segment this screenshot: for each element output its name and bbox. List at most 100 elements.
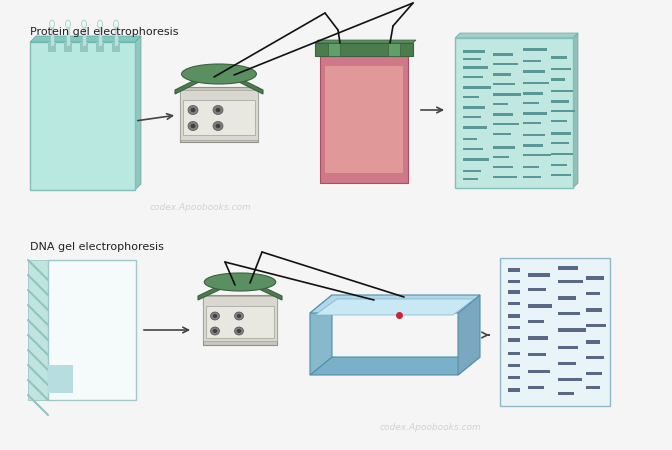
Bar (493, 53, 513, 56)
Polygon shape (455, 33, 578, 38)
Ellipse shape (213, 105, 223, 114)
Bar (523, 102, 539, 104)
Bar (551, 120, 567, 122)
Bar (325, 66, 403, 173)
Ellipse shape (188, 122, 198, 130)
Bar (508, 376, 520, 379)
Ellipse shape (235, 312, 243, 320)
Bar (528, 386, 544, 389)
Bar (551, 90, 573, 92)
Ellipse shape (216, 124, 220, 128)
Bar (558, 266, 578, 270)
Bar (493, 146, 515, 149)
Ellipse shape (81, 20, 87, 28)
Bar (493, 176, 517, 178)
Text: codex.Apoobooks.com: codex.Apoobooks.com (379, 423, 481, 432)
Polygon shape (135, 36, 141, 190)
Bar (463, 106, 485, 109)
Bar (558, 378, 582, 381)
Polygon shape (310, 357, 480, 375)
Ellipse shape (188, 105, 198, 114)
Bar (558, 296, 576, 300)
Bar (28, 260, 48, 400)
Bar (493, 103, 508, 105)
Bar (180, 87, 258, 142)
Bar (523, 70, 545, 73)
Bar (493, 156, 509, 158)
Bar (493, 113, 513, 116)
Polygon shape (315, 299, 474, 315)
Bar (463, 50, 485, 53)
Polygon shape (310, 295, 332, 375)
Bar (493, 83, 515, 85)
Bar (96, 42, 104, 52)
Bar (508, 268, 520, 272)
Bar (586, 356, 604, 359)
Bar (508, 290, 520, 294)
Bar (463, 158, 489, 161)
Bar (528, 273, 550, 277)
Bar (523, 82, 549, 84)
Ellipse shape (114, 20, 118, 28)
Bar (508, 352, 520, 355)
Ellipse shape (213, 329, 217, 333)
Bar (48, 260, 136, 400)
Bar (528, 353, 546, 356)
Bar (551, 164, 567, 166)
Polygon shape (30, 36, 141, 42)
Bar (586, 324, 606, 327)
Bar (586, 372, 602, 375)
Bar (493, 73, 511, 76)
Bar (463, 58, 481, 60)
Bar (463, 138, 477, 140)
Bar (586, 386, 600, 389)
Bar (523, 166, 539, 168)
Ellipse shape (50, 20, 54, 28)
Bar (523, 176, 541, 178)
Bar (203, 295, 277, 345)
Bar (551, 68, 571, 70)
Bar (586, 276, 604, 280)
Text: codex.Apoobooks.com: codex.Apoobooks.com (149, 203, 251, 212)
Bar (463, 76, 483, 78)
Ellipse shape (210, 327, 220, 335)
Polygon shape (198, 276, 282, 300)
Bar (558, 346, 578, 349)
Ellipse shape (65, 20, 71, 28)
Bar (558, 328, 586, 332)
Bar (455, 38, 573, 188)
Bar (523, 60, 541, 62)
Bar (508, 364, 520, 367)
Polygon shape (573, 33, 578, 188)
Bar (180, 90, 258, 140)
Bar (493, 123, 519, 125)
Bar (528, 320, 544, 323)
Polygon shape (315, 43, 413, 56)
Bar (528, 304, 552, 308)
Bar (523, 154, 551, 156)
Bar (558, 392, 574, 395)
Polygon shape (315, 40, 416, 43)
Bar (508, 326, 520, 329)
Bar (558, 280, 583, 283)
Bar (523, 92, 543, 95)
Bar (112, 42, 120, 52)
Ellipse shape (97, 20, 103, 28)
Ellipse shape (237, 314, 241, 318)
Polygon shape (458, 295, 480, 375)
Bar (48, 42, 56, 52)
Bar (551, 142, 569, 144)
Bar (388, 43, 400, 56)
Ellipse shape (190, 108, 196, 112)
Bar (463, 126, 487, 129)
Bar (558, 312, 580, 315)
Bar (463, 66, 488, 69)
Bar (523, 134, 545, 136)
Bar (508, 388, 520, 392)
Bar (320, 56, 408, 183)
Bar (508, 338, 520, 342)
Bar (48, 365, 73, 393)
Text: Protein gel electrophoresis: Protein gel electrophoresis (30, 27, 179, 37)
Bar (523, 122, 541, 124)
Bar (523, 144, 543, 147)
